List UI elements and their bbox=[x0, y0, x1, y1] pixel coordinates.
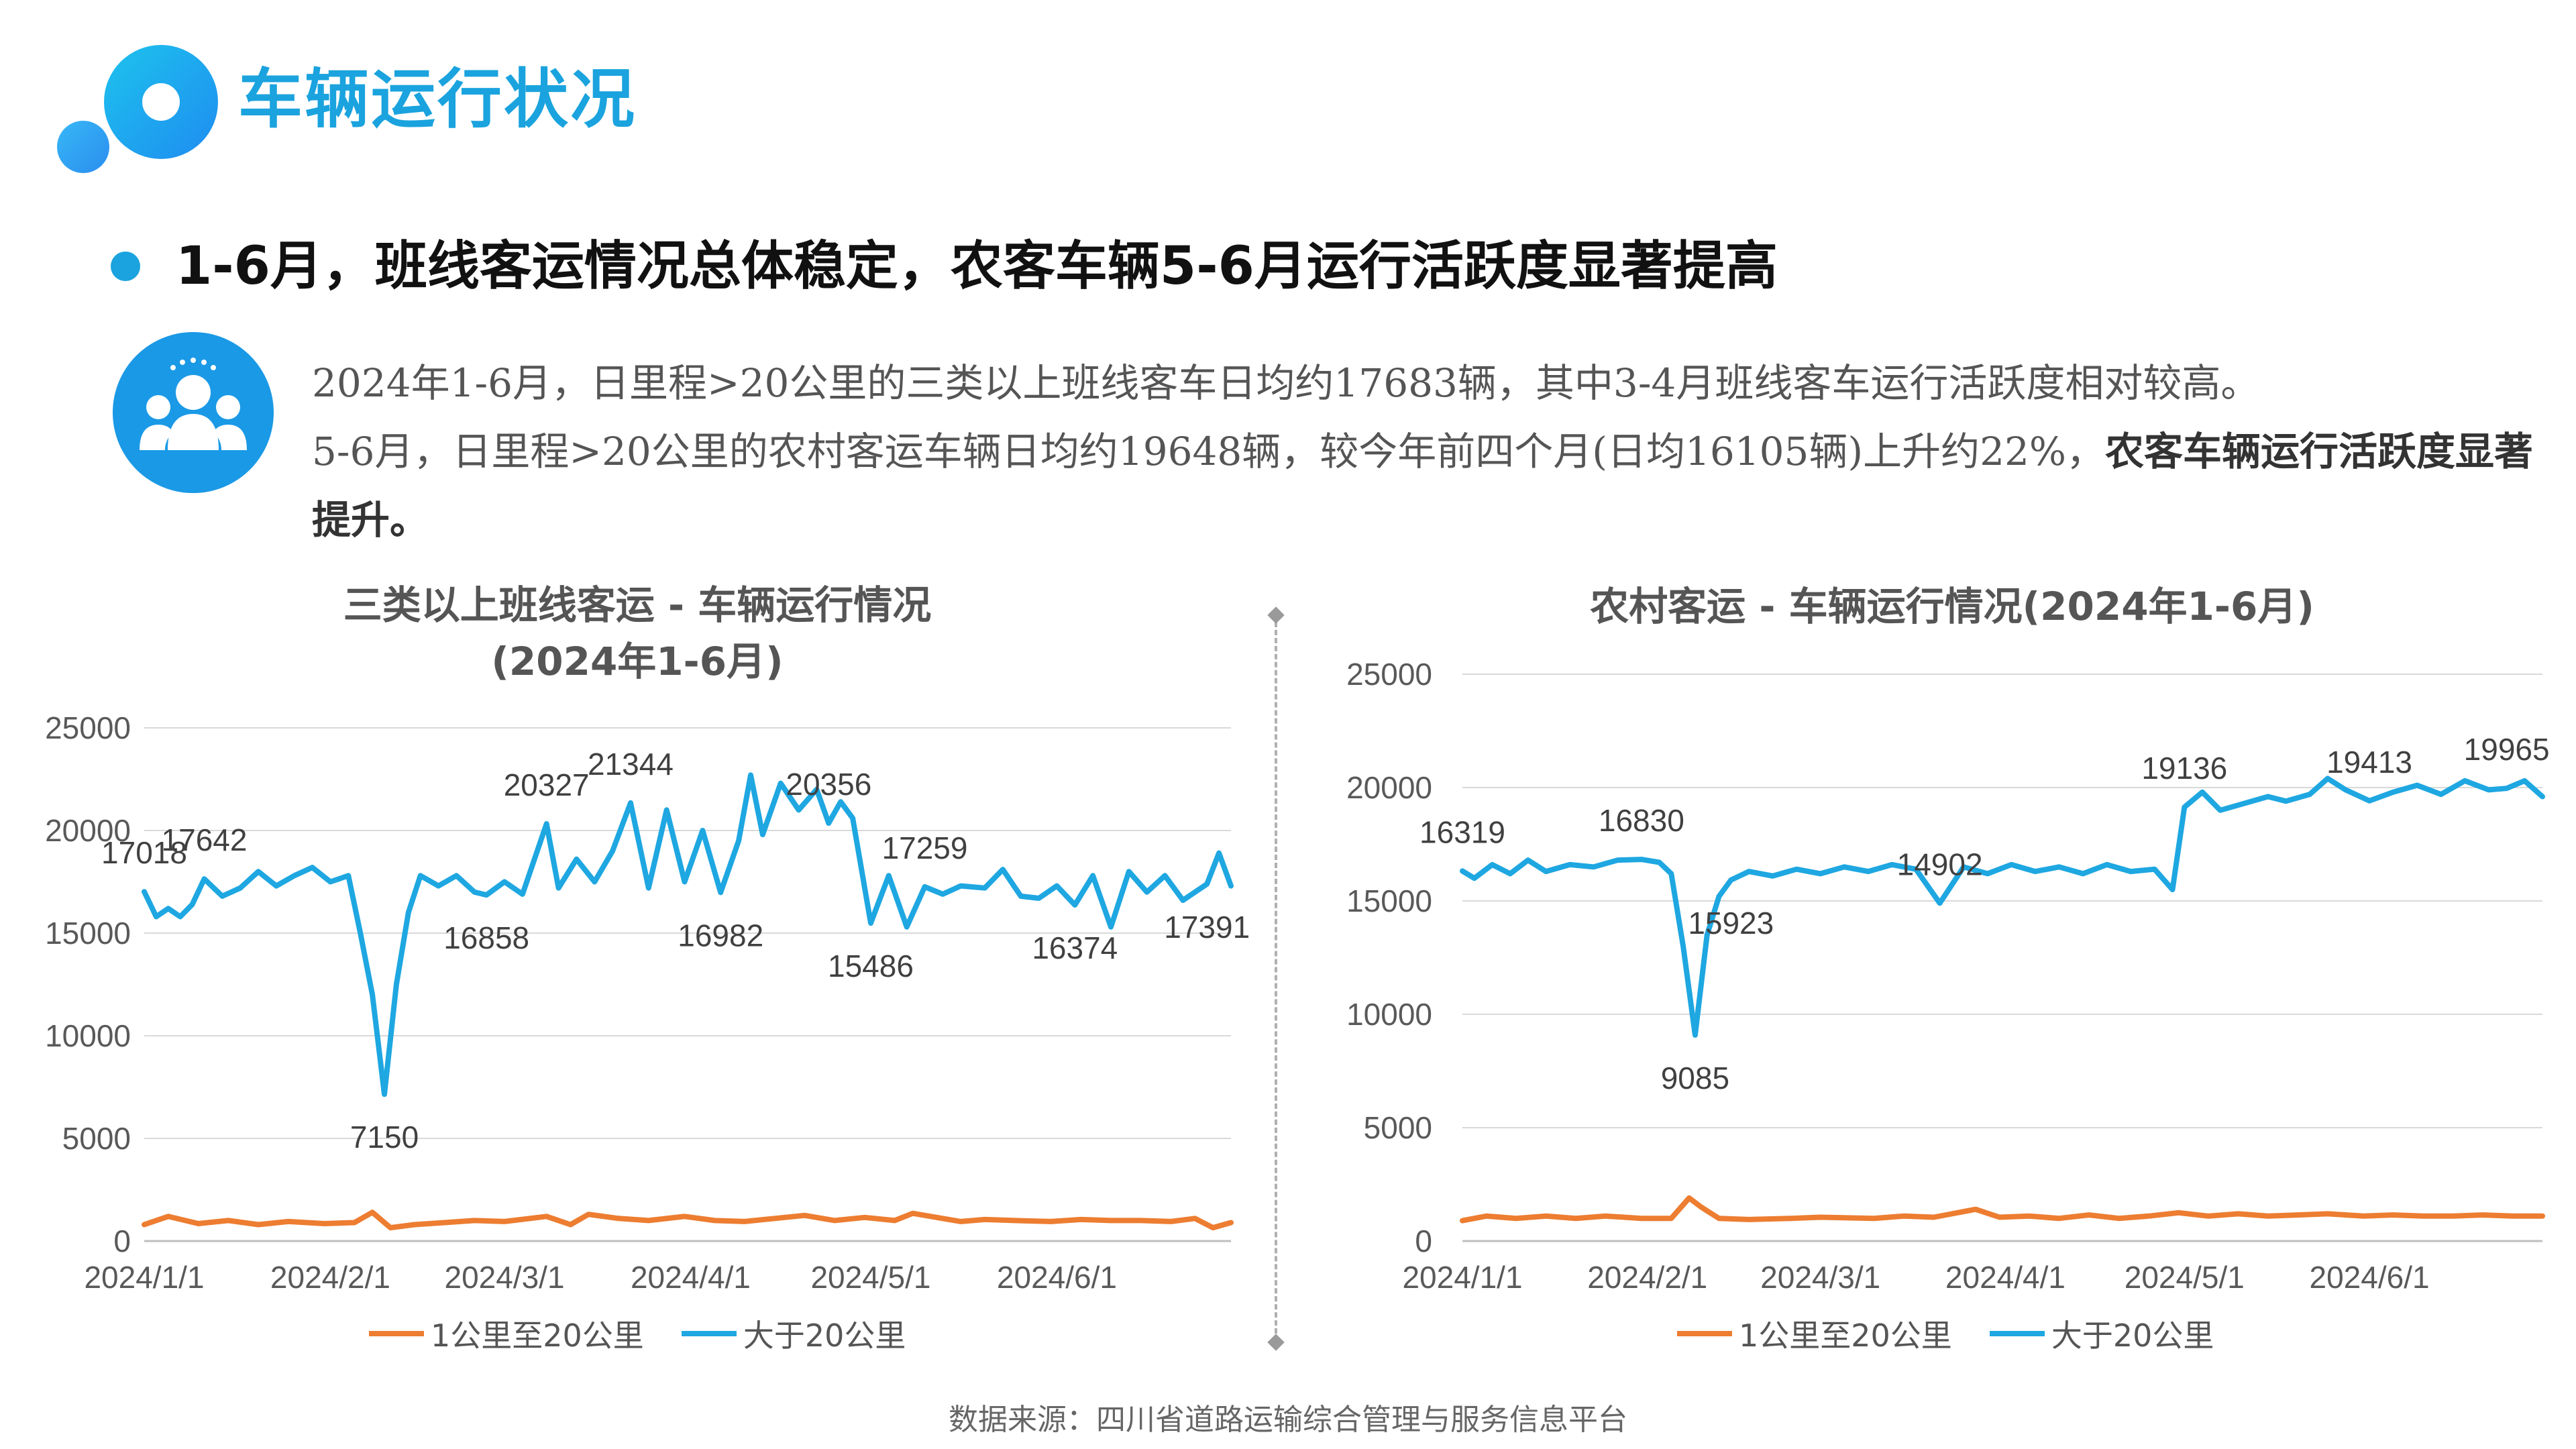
description-line-2: 5-6月，日里程>20公里的农村客运车辆日均约19648辆，较今年前四个月(日均… bbox=[312, 417, 2553, 554]
legend-item-long: 大于20公里 bbox=[681, 1311, 906, 1356]
x-tick-label-2024/4/1: 2024/4/1 bbox=[1945, 1260, 2065, 1295]
chart-divider bbox=[1275, 614, 1277, 1342]
x-tick-label-2024/1/1: 2024/1/1 bbox=[1402, 1260, 1522, 1295]
data-label-16858: 16858 bbox=[443, 920, 529, 955]
series-line-long bbox=[1460, 775, 2545, 1038]
description-line-2-normal: 5-6月，日里程>20公里的农村客运车辆日均约19648辆，较今年前四个月(日均… bbox=[312, 429, 2105, 474]
data-label-17259: 17259 bbox=[882, 830, 968, 865]
legend-swatch-short bbox=[1677, 1331, 1732, 1336]
data-label-16374: 16374 bbox=[1032, 930, 1118, 965]
data-label-21344: 21344 bbox=[588, 747, 674, 782]
logo-icon-hole bbox=[142, 83, 180, 121]
data-label-14902: 14902 bbox=[1897, 847, 1983, 881]
data-label-7150: 7150 bbox=[350, 1120, 419, 1155]
legend-swatch-short bbox=[369, 1331, 424, 1336]
data-label-17391: 17391 bbox=[1164, 910, 1250, 945]
chart2-legend: 1公里至20公里 大于20公里 bbox=[1677, 1311, 2251, 1356]
legend-label-short: 1公里至20公里 bbox=[431, 1318, 644, 1354]
y-tick-label-0: 0 bbox=[1415, 1224, 1432, 1258]
data-label-17018: 17018 bbox=[101, 835, 187, 870]
series-line-short bbox=[142, 1210, 1234, 1231]
y-tick-label-5000: 5000 bbox=[1364, 1110, 1432, 1145]
people-icon bbox=[113, 332, 274, 493]
x-tick-label-2024/6/1: 2024/6/1 bbox=[997, 1260, 1117, 1295]
y-tick-label-20000: 20000 bbox=[1346, 770, 1432, 805]
x-tick-label-2024/3/1: 2024/3/1 bbox=[1760, 1260, 1880, 1295]
legend-label-short: 1公里至20公里 bbox=[1739, 1318, 1952, 1354]
legend-swatch-long bbox=[1989, 1331, 2045, 1336]
chart1-legend: 1公里至20公里 大于20公里 bbox=[369, 1311, 943, 1356]
description: 2024年1-6月，日里程>20公里的三类以上班线客车日均约17683辆，其中3… bbox=[312, 349, 2553, 554]
description-line-2-bold: 农客车辆运行活跃度显著提升。 bbox=[312, 429, 2534, 543]
data-label-19965: 19965 bbox=[2464, 732, 2550, 767]
x-tick-label-2024/6/1: 2024/6/1 bbox=[2310, 1260, 2430, 1295]
x-tick-label-2024/5/1: 2024/5/1 bbox=[810, 1260, 930, 1295]
y-tick-label-25000: 25000 bbox=[45, 710, 131, 745]
page-title: 车辆运行状况 bbox=[238, 62, 637, 137]
chart1-title-line2: (2024年1-6月) bbox=[491, 639, 784, 684]
data-label-15923: 15923 bbox=[1688, 906, 1774, 941]
legend-label-long: 大于20公里 bbox=[743, 1318, 906, 1354]
x-tick-label-2024/3/1: 2024/3/1 bbox=[444, 1260, 564, 1295]
y-tick-label-10000: 10000 bbox=[1346, 997, 1432, 1032]
data-label-15486: 15486 bbox=[828, 949, 914, 983]
legend-item-long: 大于20公里 bbox=[1989, 1311, 2214, 1356]
section-subtitle: 1-6月，班线客运情况总体稳定，农客车辆5-6月运行活跃度显著提高 bbox=[176, 236, 1778, 297]
data-label-19413: 19413 bbox=[2326, 745, 2412, 780]
y-tick-label-20000: 20000 bbox=[45, 813, 131, 848]
data-label-19136: 19136 bbox=[2141, 751, 2227, 786]
legend-label-long: 大于20公里 bbox=[2051, 1318, 2214, 1354]
data-label-17642: 17642 bbox=[162, 822, 248, 857]
description-line-1: 2024年1-6月，日里程>20公里的三类以上班线客车日均约17683辆，其中3… bbox=[312, 360, 2260, 406]
x-tick-label-2024/1/1: 2024/1/1 bbox=[84, 1260, 204, 1295]
chart1-title: 三类以上班线客运 - 车辆运行情况 (2024年1-6月) bbox=[141, 577, 1134, 690]
data-label-16982: 16982 bbox=[678, 918, 763, 953]
data-label-20356: 20356 bbox=[786, 767, 871, 802]
logo-dot-icon bbox=[57, 121, 109, 173]
y-tick-label-10000: 10000 bbox=[45, 1018, 131, 1053]
y-tick-label-0: 0 bbox=[113, 1224, 131, 1258]
x-tick-label-2024/4/1: 2024/4/1 bbox=[631, 1260, 751, 1295]
data-label-16319: 16319 bbox=[1419, 814, 1505, 849]
series-line-short bbox=[1460, 1195, 2545, 1224]
people-icon-graphic bbox=[140, 358, 247, 450]
data-source: 数据来源：四川省道路运输综合管理与服务信息平台 bbox=[949, 1403, 1627, 1437]
chart2-title: 农村客运 - 车辆运行情况(2024年1-6月) bbox=[1590, 584, 2314, 629]
data-label-16830: 16830 bbox=[1599, 803, 1684, 838]
legend-item-short: 1公里至20公里 bbox=[369, 1311, 644, 1356]
chart1-title-line1: 三类以上班线客运 - 车辆运行情况 bbox=[343, 582, 932, 628]
legend-item-short: 1公里至20公里 bbox=[1677, 1311, 1952, 1356]
series-line-long bbox=[142, 772, 1234, 1097]
bullet-icon bbox=[111, 252, 140, 281]
x-tick-label-2024/2/1: 2024/2/1 bbox=[270, 1260, 390, 1295]
y-tick-label-25000: 25000 bbox=[1346, 657, 1432, 692]
y-tick-label-5000: 5000 bbox=[62, 1121, 131, 1156]
y-tick-label-15000: 15000 bbox=[1346, 883, 1432, 918]
legend-swatch-long bbox=[681, 1331, 737, 1336]
data-label-20327: 20327 bbox=[504, 767, 590, 802]
x-tick-label-2024/2/1: 2024/2/1 bbox=[1587, 1260, 1707, 1295]
data-label-9085: 9085 bbox=[1661, 1061, 1729, 1095]
x-tick-label-2024/5/1: 2024/5/1 bbox=[2125, 1260, 2245, 1295]
y-tick-label-15000: 15000 bbox=[45, 916, 131, 951]
